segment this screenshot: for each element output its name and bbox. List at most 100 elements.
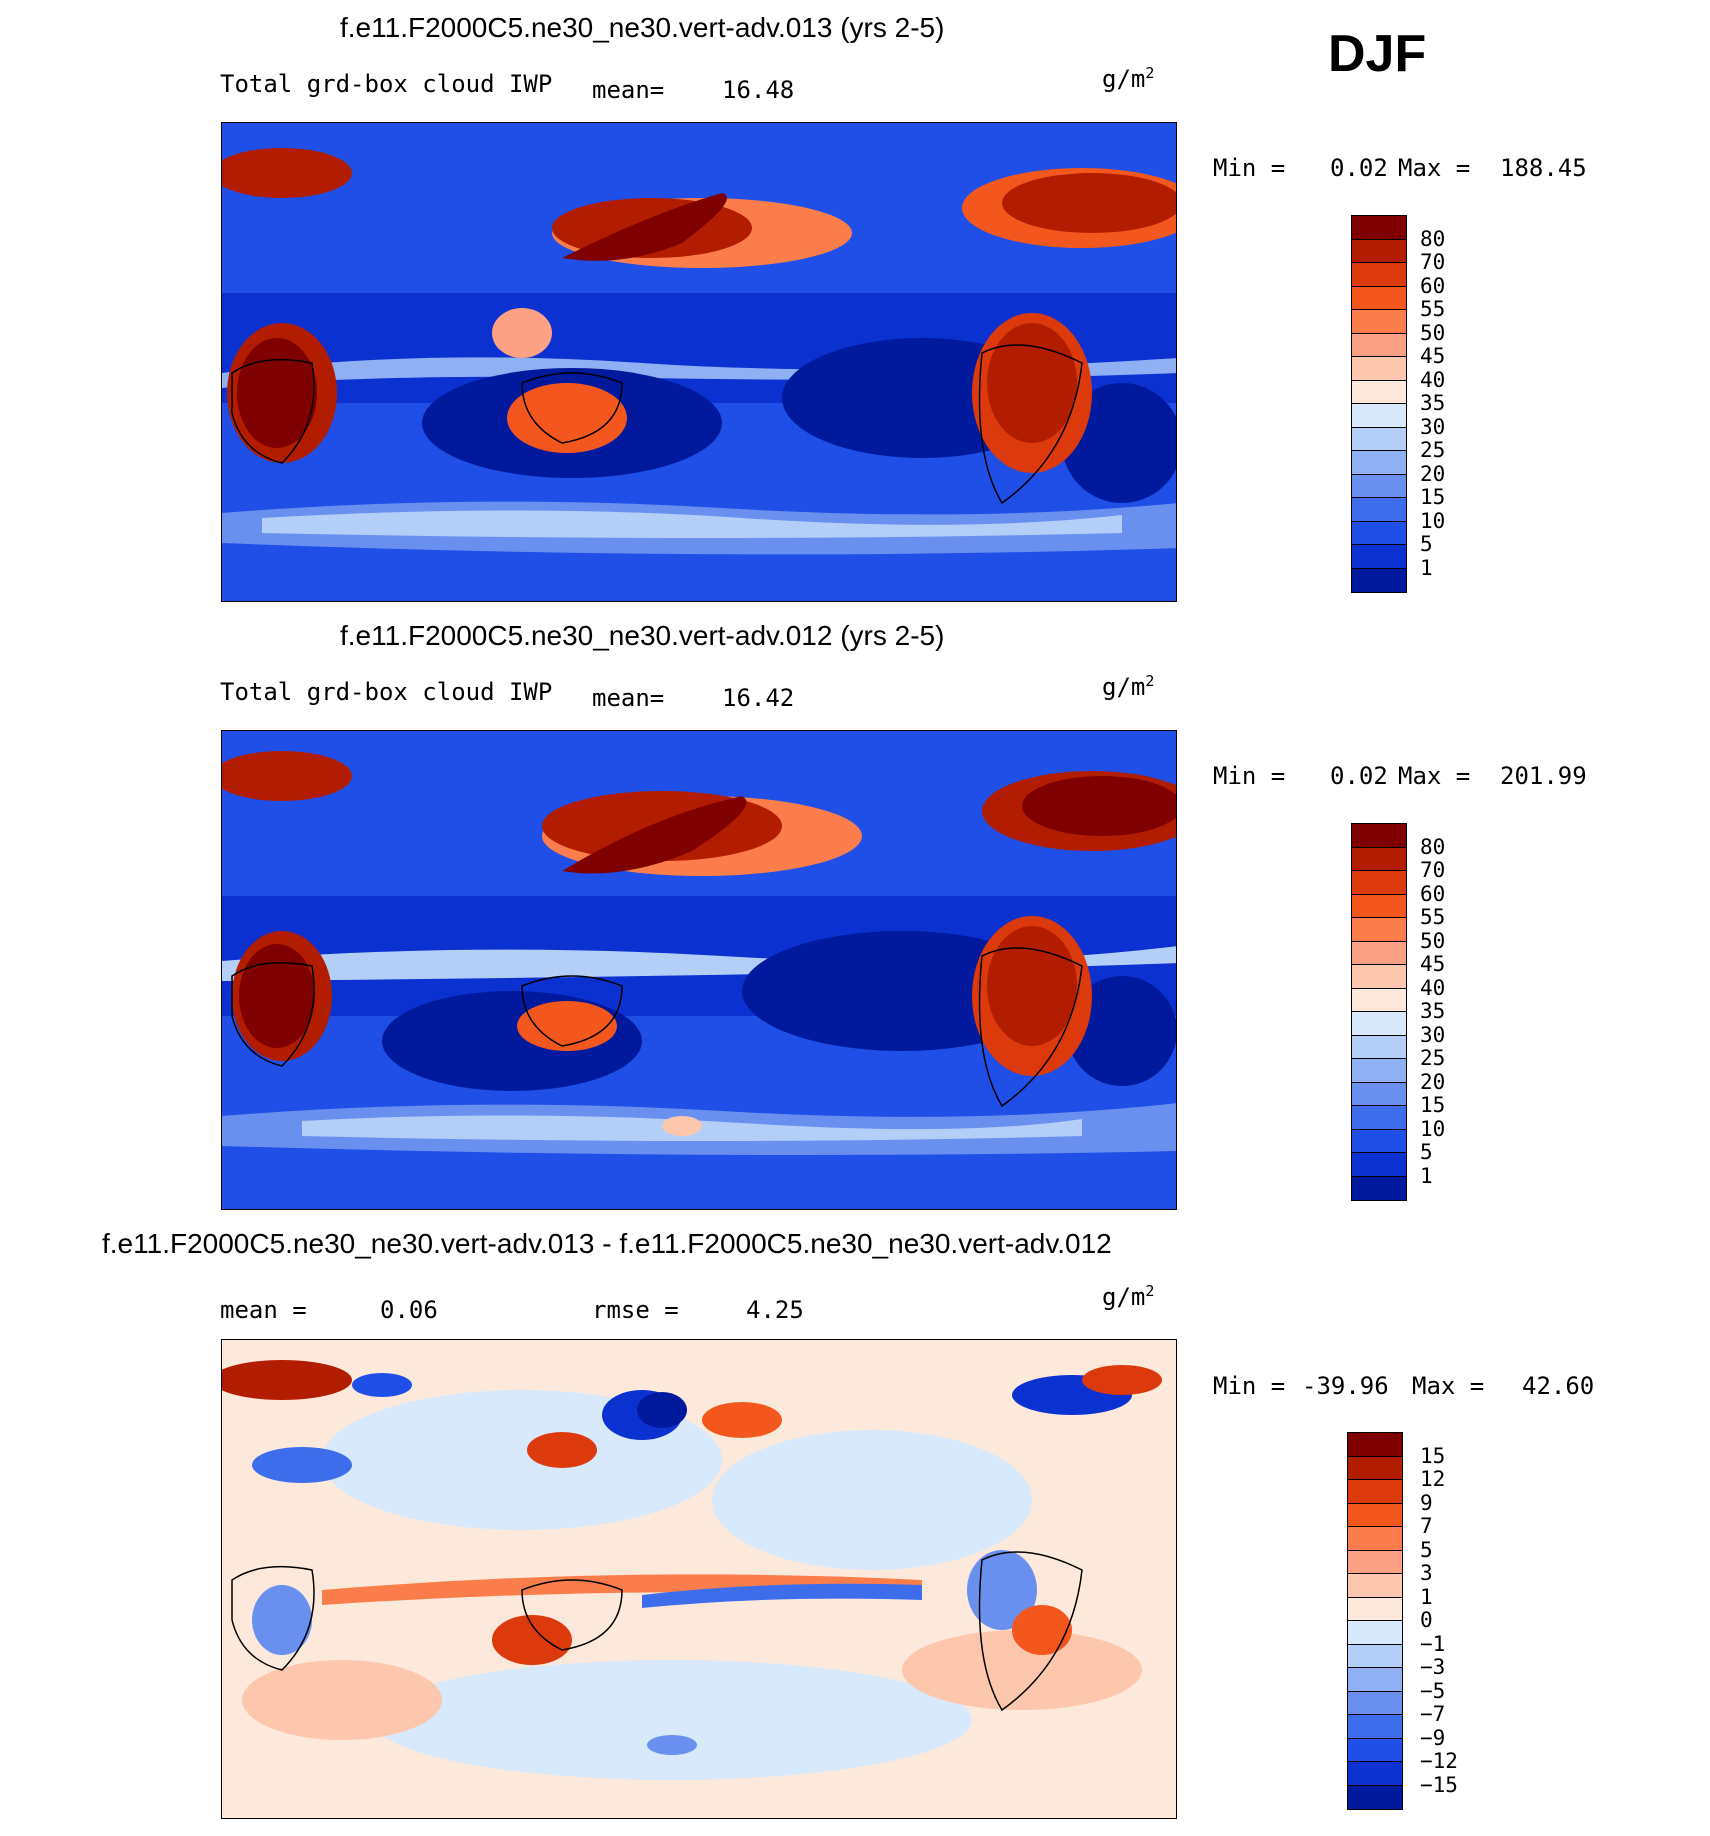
colorbar-swatch (1348, 1527, 1402, 1551)
colorbar-swatch (1352, 404, 1406, 428)
colorbar-swatch (1348, 1691, 1402, 1715)
panel1-max-label: Max = (1398, 154, 1471, 182)
colorbar-tick-label: 15 (1420, 485, 1446, 509)
colorbar-swatch (1352, 1012, 1406, 1036)
panel3-units: g/m2 (1102, 1282, 1155, 1311)
colorbar-swatch (1352, 894, 1406, 918)
panel1-mean-value: 16.48 (722, 76, 795, 104)
colorbar-swatch (1352, 474, 1406, 498)
colorbar-tick-label: 25 (1420, 438, 1446, 462)
colorbar-tick-label: −12 (1420, 1749, 1458, 1773)
colorbar-tick-label: −1 (1420, 1631, 1446, 1656)
panel1-colorbar-ticks: 80 70 60 55 50 45 40 35 30 25 20 15 10 5 1 (1420, 215, 1500, 593)
panel2-min-value: 0.02 (1330, 762, 1388, 790)
panel3-mean-label: mean = (220, 1296, 307, 1324)
colorbar-tick-label: 25 (1420, 1046, 1446, 1070)
colorbar-swatch (1352, 263, 1406, 287)
panel2-variable: Total grd-box cloud IWP (220, 678, 553, 706)
colorbar-tick-label: −3 (1420, 1655, 1446, 1679)
colorbar-tick-label: 5 (1420, 532, 1433, 556)
colorbar-tick-label: 10 (1420, 508, 1446, 533)
panel1-colorbar (1351, 215, 1407, 593)
colorbar-tick-label: 70 (1420, 858, 1446, 882)
colorbar-tick-label: 15 (1420, 1093, 1446, 1117)
panel2-max-value: 201.99 (1500, 762, 1587, 790)
colorbar-swatch (1352, 918, 1406, 942)
colorbar-swatch (1352, 1106, 1406, 1130)
colorbar-swatch (1348, 1480, 1402, 1504)
panel2-colorbar-ticks: 80 70 60 55 50 45 40 35 30 25 20 15 10 5 1 (1420, 823, 1500, 1201)
colorbar-swatch (1352, 824, 1406, 848)
panel1-variable: Total grd-box cloud IWP (220, 70, 553, 98)
colorbar-tick-label: 45 (1420, 344, 1446, 368)
colorbar-swatch (1352, 941, 1406, 965)
colorbar-tick-label: 20 (1420, 461, 1446, 486)
colorbar-tick-label: 60 (1420, 273, 1446, 298)
colorbar-tick-label: 50 (1420, 928, 1446, 953)
colorbar-tick-label: 10 (1420, 1116, 1446, 1141)
panel2-mean-value: 16.42 (722, 684, 795, 712)
colorbar-tick-label: 80 (1420, 834, 1446, 859)
colorbar-tick-label: 45 (1420, 952, 1446, 976)
colorbar-tick-label: 3 (1420, 1561, 1433, 1585)
panel3-title: f.e11.F2000C5.ne30_ne30.vert-adv.013 - f… (102, 1228, 1112, 1259)
panel1-min-label: Min = (1213, 154, 1286, 182)
panel3-min-value: -39.96 (1302, 1372, 1389, 1400)
colorbar-swatch (1352, 357, 1406, 381)
colorbar-swatch (1352, 239, 1406, 263)
colorbar-swatch (1348, 1762, 1402, 1786)
panel3-mean-value: 0.06 (380, 1296, 438, 1324)
colorbar-swatch (1352, 380, 1406, 404)
panel1-title: f.e11.F2000C5.ne30_ne30.vert-adv.013 (yr… (340, 12, 945, 43)
colorbar-tick-label: −9 (1420, 1725, 1446, 1750)
colorbar-tick-label: 5 (1420, 1537, 1433, 1562)
panel3-rmse-value: 4.25 (746, 1296, 804, 1324)
colorbar-swatch (1348, 1644, 1402, 1668)
colorbar-tick-label: 30 (1420, 414, 1446, 439)
colorbar-tick-label: 80 (1420, 226, 1446, 251)
colorbar-swatch (1352, 988, 1406, 1012)
colorbar-swatch (1348, 1785, 1402, 1809)
colorbar-swatch (1348, 1668, 1402, 1692)
panel3-colorbar (1347, 1432, 1403, 1810)
colorbar-swatch (1348, 1550, 1402, 1574)
colorbar-swatch (1352, 451, 1406, 475)
panel1-max-value: 188.45 (1500, 154, 1587, 182)
colorbar-swatch (1352, 545, 1406, 569)
colorbar-tick-label: 0 (1420, 1608, 1433, 1632)
colorbar-swatch (1352, 1129, 1406, 1153)
colorbar-swatch (1348, 1715, 1402, 1739)
panel1-mean-label: mean= (592, 76, 665, 104)
colorbar-swatch (1352, 1153, 1406, 1177)
colorbar-swatch (1352, 1082, 1406, 1106)
colorbar-tick-label: 15 (1420, 1443, 1446, 1468)
colorbar-swatch (1352, 568, 1406, 592)
colorbar-tick-label: 5 (1420, 1140, 1433, 1164)
colorbar-tick-label: 1 (1420, 1163, 1433, 1188)
colorbar-tick-label: 35 (1420, 391, 1446, 415)
colorbar-swatch (1348, 1621, 1402, 1645)
colorbar-swatch (1352, 1035, 1406, 1059)
panel2-map (221, 730, 1177, 1210)
panel2-min-label: Min = (1213, 762, 1286, 790)
colorbar-swatch (1352, 427, 1406, 451)
colorbar-swatch (1352, 871, 1406, 895)
colorbar-tick-label: −15 (1420, 1772, 1458, 1797)
colorbar-tick-label: 20 (1420, 1069, 1446, 1094)
colorbar-tick-label: 1 (1420, 555, 1433, 580)
colorbar-swatch (1348, 1456, 1402, 1480)
colorbar-swatch (1352, 498, 1406, 522)
colorbar-tick-label: 70 (1420, 250, 1446, 274)
colorbar-tick-label: 9 (1420, 1490, 1433, 1515)
colorbar-tick-label: −5 (1420, 1678, 1446, 1703)
colorbar-tick-label: 60 (1420, 881, 1446, 906)
panel3-map (221, 1339, 1177, 1819)
panel2-mean-label: mean= (592, 684, 665, 712)
colorbar-swatch (1352, 521, 1406, 545)
colorbar-tick-label: 30 (1420, 1022, 1446, 1047)
colorbar-swatch (1352, 965, 1406, 989)
colorbar-swatch (1348, 1433, 1402, 1457)
panel3-max-value: 42.60 (1522, 1372, 1595, 1400)
panel2-max-label: Max = (1398, 762, 1471, 790)
panel1-units: g/m2 (1102, 64, 1155, 93)
